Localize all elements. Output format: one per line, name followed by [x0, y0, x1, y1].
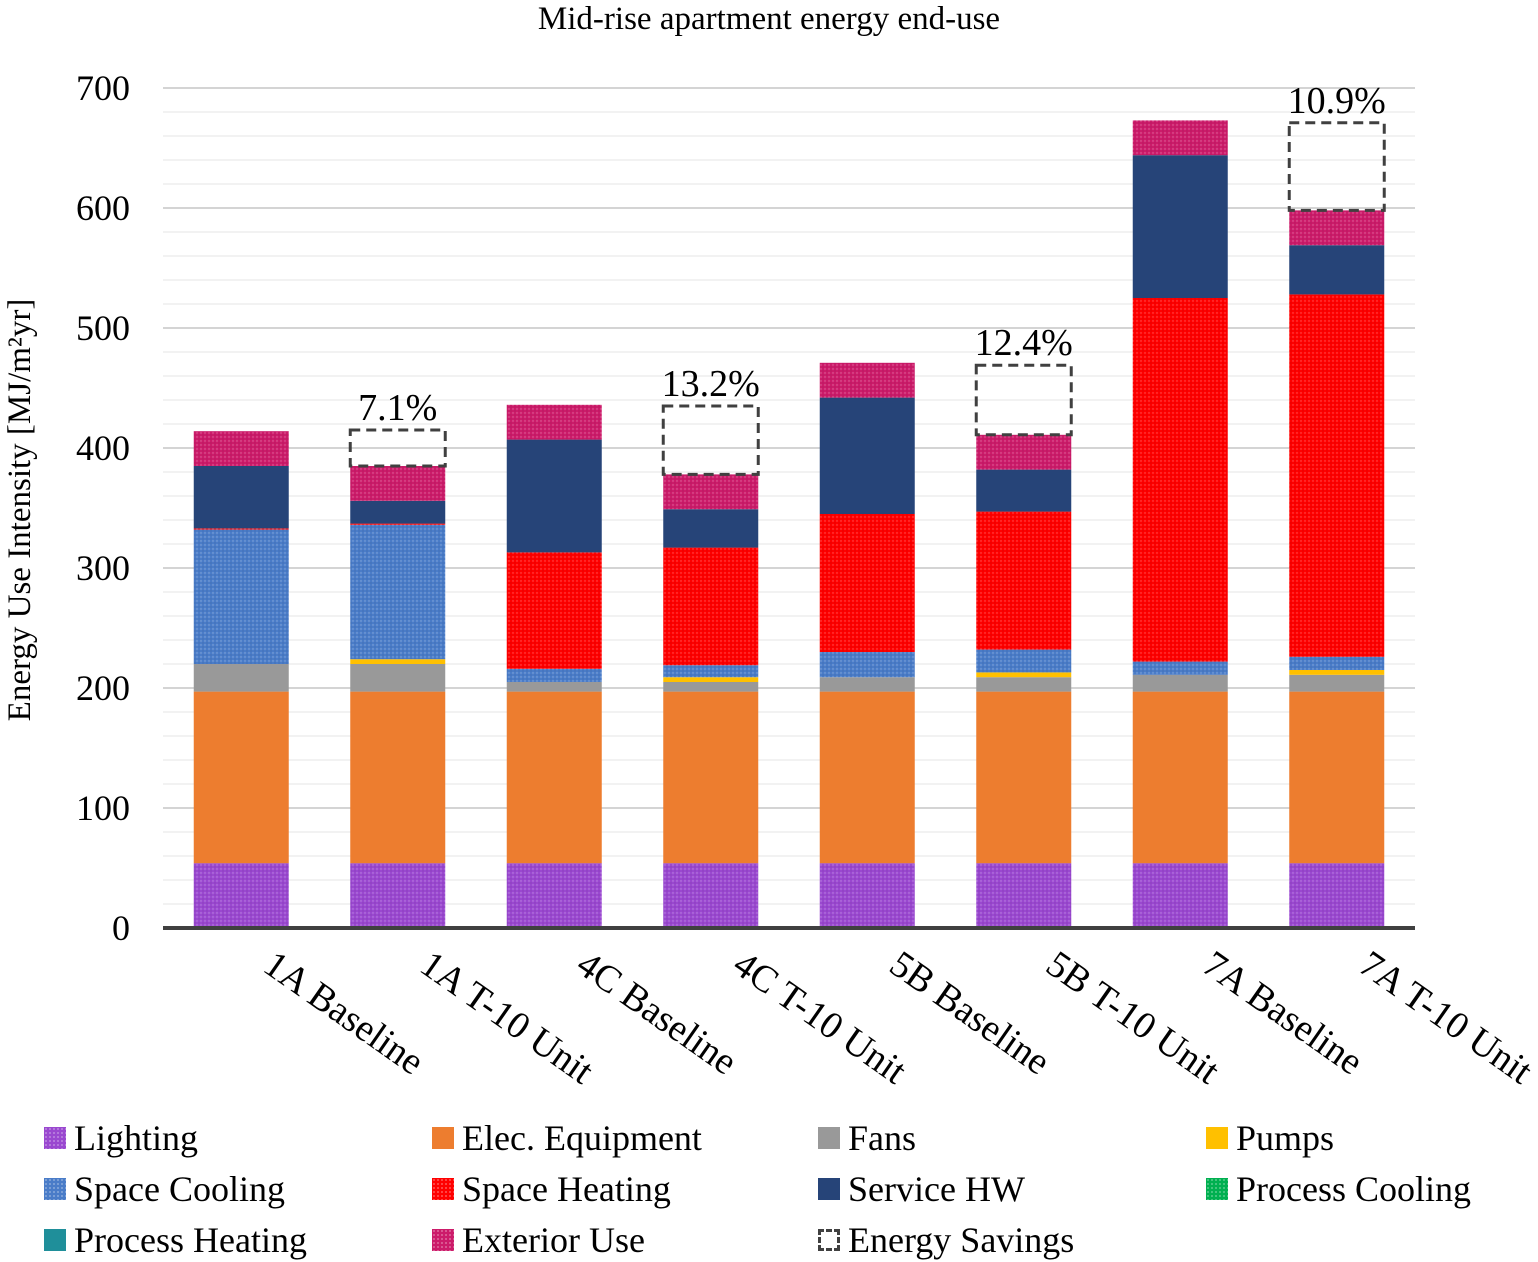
bar-segment-space-heating: [663, 547, 759, 666]
energy-savings-box: [348, 428, 447, 468]
bar-segment-service-hw: [506, 439, 602, 553]
y-tick-label: 500: [76, 308, 130, 348]
bar-stack-7a-baseline: [1132, 120, 1228, 928]
y-tick-label: 200: [76, 668, 130, 708]
bar-segment-exterior-use: [193, 431, 289, 466]
chart-title: Mid-rise apartment energy end-use: [537, 1, 1001, 37]
bar-segment-space-heating: [193, 528, 289, 530]
bar-segment-service-hw: [1132, 155, 1228, 298]
bar-segment-space-cooling: [663, 665, 759, 678]
bar-segment-lighting: [350, 863, 446, 928]
energy-savings-label: 12.4%: [975, 322, 1073, 364]
bar-segment-space-heating: [350, 523, 446, 525]
y-tick-label: 600: [76, 188, 130, 228]
bar-segment-lighting: [819, 863, 915, 928]
bar-segment-space-cooling: [976, 649, 1072, 673]
bar-segment-pumps: [1289, 670, 1385, 675]
bar-segment-exterior-use: [1289, 210, 1385, 246]
bar-segment-service-hw: [819, 397, 915, 514]
x-tick-label: 1A Baseline: [256, 943, 431, 1083]
y-tick-label: 400: [76, 428, 130, 468]
bar-segment-fans: [350, 664, 446, 692]
bar-segment-lighting: [976, 863, 1072, 928]
energy-savings-group: 7.1% 13.2% 12.4% 10.9%: [348, 80, 1386, 476]
x-tick-label: 4C T-10 Unit: [726, 943, 915, 1093]
y-tick-label: 700: [76, 68, 130, 108]
bar-segment-space-cooling: [193, 529, 289, 664]
bar-segment-elec-equipment: [350, 691, 446, 864]
bar-segment-pumps: [350, 659, 446, 664]
bar-segment-space-cooling: [1289, 656, 1385, 670]
bar-segment-exterior-use: [506, 404, 602, 440]
bar-stack-4c-baseline: [506, 404, 602, 928]
bar-segment-exterior-use: [350, 466, 446, 501]
bar-segment-service-hw: [350, 500, 446, 524]
bar-segment-elec-equipment: [663, 691, 759, 864]
bar-segment-elec-equipment: [976, 691, 1072, 864]
bar-segment-fans: [976, 677, 1072, 692]
energy-savings-box: [661, 404, 760, 476]
bar-segment-pumps: [663, 677, 759, 682]
bar-segment-space-cooling: [1132, 661, 1228, 675]
bar-stack-4c-t-10-unit: [663, 474, 759, 928]
bar-stack-7a-t-10-unit: [1289, 210, 1385, 928]
bar-stack-5b-baseline: [819, 362, 915, 928]
bar-segment-lighting: [1289, 863, 1385, 928]
bar-segment-space-heating: [976, 511, 1072, 650]
bar-segment-service-hw: [193, 466, 289, 529]
bar-segment-pumps: [976, 672, 1072, 678]
bar-segment-fans: [506, 682, 602, 692]
energy-savings-box: [1287, 121, 1386, 212]
x-tick-label: 5B T-10 Unit: [1039, 943, 1228, 1093]
bar-segment-space-heating: [819, 514, 915, 652]
y-tick-label: 100: [76, 788, 130, 828]
bar-segment-space-cooling: [350, 524, 446, 660]
bar-segment-exterior-use: [1132, 120, 1228, 156]
bar-segment-fans: [1289, 674, 1385, 692]
bar-segment-space-heating: [1289, 294, 1385, 657]
bar-segment-space-heating: [1132, 298, 1228, 662]
bar-segment-lighting: [663, 863, 759, 928]
bar-segment-elec-equipment: [506, 691, 602, 864]
bar-stack-1a-t-10-unit: [350, 466, 446, 928]
energy-savings-label: 10.9%: [1288, 80, 1386, 122]
bar-segment-exterior-use: [976, 434, 1072, 470]
y-tick-label: 300: [76, 548, 130, 588]
bar-segment-elec-equipment: [1132, 691, 1228, 864]
bar-segment-exterior-use: [663, 474, 759, 510]
energy-savings-label: 13.2%: [662, 363, 760, 405]
bar-segment-space-heating: [506, 552, 602, 669]
bar-segment-lighting: [193, 863, 289, 928]
bar-segment-lighting: [506, 863, 602, 928]
x-tick-label: 1A T-10 Unit: [413, 943, 602, 1093]
bar-segment-space-cooling: [819, 652, 915, 678]
bar-segment-space-cooling: [506, 668, 602, 682]
energy-savings-box: [974, 363, 1073, 437]
bar-segment-fans: [663, 682, 759, 692]
y-tick-label: 0: [112, 908, 130, 948]
bar-segment-lighting: [1132, 863, 1228, 928]
bar-segment-exterior-use: [819, 362, 915, 398]
bar-segment-fans: [1132, 674, 1228, 692]
bar-stack-5b-t-10-unit: [976, 434, 1072, 928]
bar-segment-elec-equipment: [193, 691, 289, 864]
bar-segment-elec-equipment: [1289, 691, 1385, 864]
bar-segment-fans: [193, 664, 289, 692]
bar-segment-service-hw: [1289, 245, 1385, 295]
bar-segment-fans: [819, 677, 915, 692]
bar-segment-service-hw: [663, 509, 759, 548]
bar-stack-1a-baseline: [193, 431, 289, 928]
bar-segment-service-hw: [976, 469, 1072, 512]
bars: [193, 120, 1385, 928]
x-tick-label: 7A T-10 Unit: [1352, 943, 1538, 1093]
bar-segment-elec-equipment: [819, 691, 915, 864]
energy-savings-label: 7.1%: [358, 387, 437, 429]
